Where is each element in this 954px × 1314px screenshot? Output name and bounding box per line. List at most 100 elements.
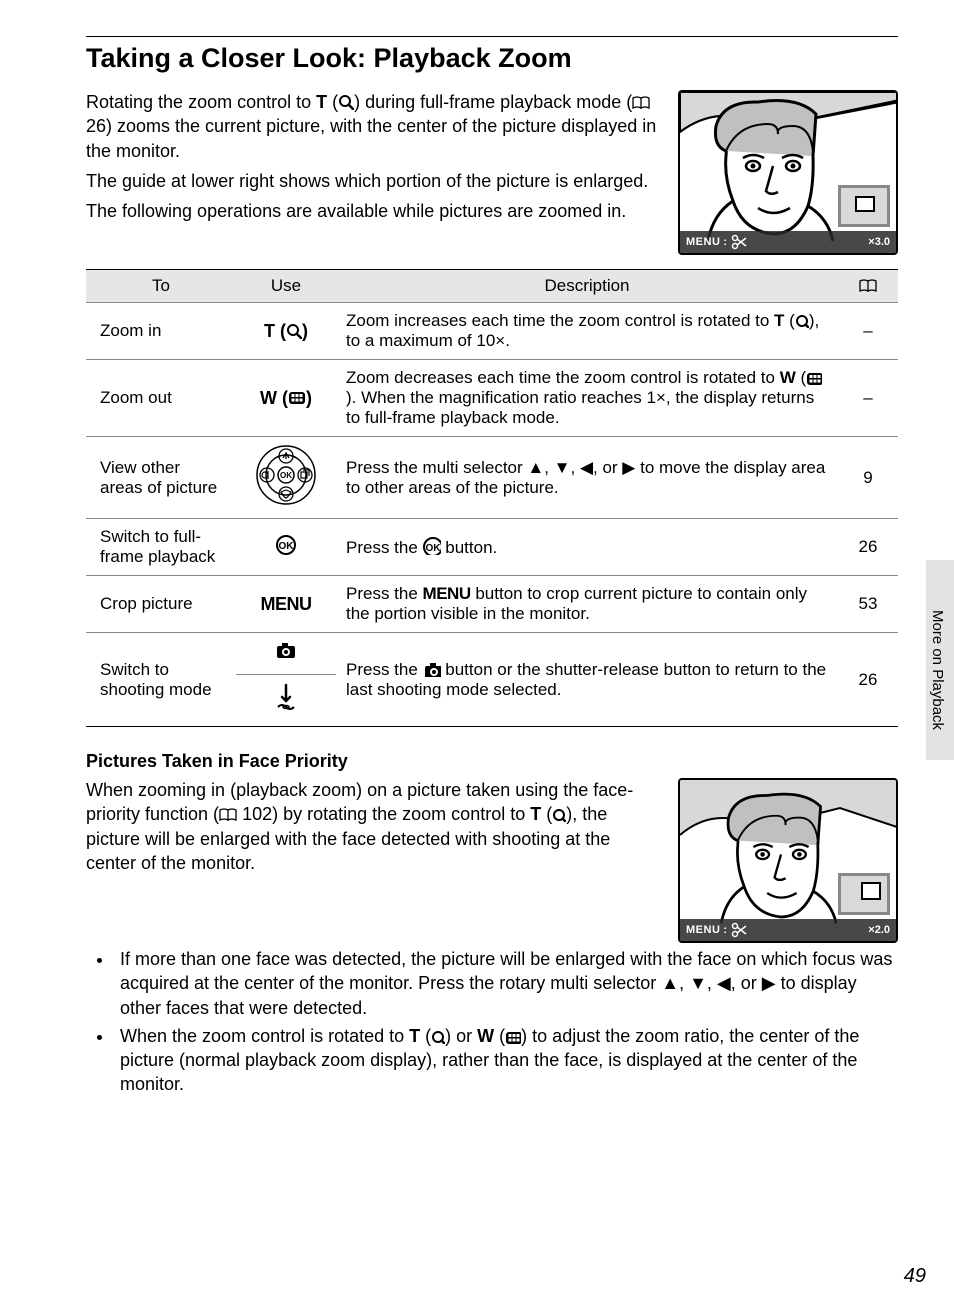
shutter-icon bbox=[276, 683, 296, 713]
cell-to: Switch to full-frame playback bbox=[86, 519, 236, 576]
menu-label: MENU bbox=[423, 584, 471, 603]
book-icon bbox=[632, 96, 650, 110]
intro-p3: The following operations are available w… bbox=[86, 199, 660, 223]
ok-icon bbox=[276, 535, 296, 555]
col-ref bbox=[838, 270, 898, 303]
navigator-viewport bbox=[861, 882, 881, 900]
table-row: View other areas of picture Press the mu… bbox=[86, 437, 898, 519]
magnifier-icon bbox=[552, 808, 566, 822]
cell-use bbox=[236, 633, 336, 727]
magnifier-icon bbox=[795, 314, 809, 328]
cell-ref: 9 bbox=[838, 437, 898, 519]
text: . When the magnification ratio reaches 1… bbox=[346, 388, 814, 427]
magnifier-icon bbox=[286, 323, 302, 339]
table-row: Zoom in T () Zoom increases each time th… bbox=[86, 303, 898, 360]
cell-desc: Press the button. bbox=[336, 519, 838, 576]
navigator-viewport bbox=[855, 196, 875, 212]
face-illustration bbox=[698, 96, 843, 251]
text: 102) by rotating the zoom control to bbox=[237, 804, 530, 824]
menu-label: MENU bbox=[261, 594, 312, 614]
bullet-list: If more than one face was detected, the … bbox=[86, 947, 898, 1097]
text: Press the bbox=[346, 660, 423, 679]
cell-to: Zoom in bbox=[86, 303, 236, 360]
t-label: T bbox=[409, 1026, 420, 1046]
text: or bbox=[451, 1026, 477, 1046]
w-label: W bbox=[260, 388, 277, 408]
multi-selector-icon bbox=[256, 445, 316, 505]
text: When the zoom control is rotated to bbox=[120, 1026, 409, 1046]
cell-use: T () bbox=[236, 303, 336, 360]
playback-preview-top: MENU: ×3.0 bbox=[678, 90, 898, 255]
thumbnail-icon bbox=[806, 371, 822, 385]
text: 26) zooms the current picture, with the … bbox=[86, 116, 656, 160]
text: Zoom increases each time the zoom contro… bbox=[346, 311, 774, 330]
preview-statusbar: MENU: ×2.0 bbox=[680, 919, 896, 941]
intro-p1: Rotating the zoom control to T () during… bbox=[86, 90, 660, 163]
face-illustration bbox=[712, 790, 845, 934]
cell-to: Crop picture bbox=[86, 576, 236, 633]
intro-section: Rotating the zoom control to T () during… bbox=[86, 90, 898, 255]
cell-desc: Zoom increases each time the zoom contro… bbox=[336, 303, 838, 360]
top-rule bbox=[86, 36, 898, 37]
scissors-icon bbox=[731, 922, 747, 938]
cell-ref: 26 bbox=[838, 633, 898, 727]
table-row: Zoom out W () Zoom decreases each time t… bbox=[86, 360, 898, 437]
intro-p2: The guide at lower right shows which por… bbox=[86, 169, 660, 193]
text: Press the bbox=[346, 584, 423, 603]
page-title: Taking a Closer Look: Playback Zoom bbox=[86, 43, 898, 74]
section-label: More on Playback bbox=[929, 610, 946, 730]
playback-preview-bottom: MENU: ×2.0 bbox=[678, 778, 898, 943]
cell-to: Switch to shooting mode bbox=[86, 633, 236, 727]
shutter-icon-cell bbox=[236, 675, 336, 726]
ok-icon bbox=[423, 537, 441, 555]
table-row: Switch to full-frame playback Press the … bbox=[86, 519, 898, 576]
cell-ref: 26 bbox=[838, 519, 898, 576]
subsection-block: When zooming in (playback zoom) on a pic… bbox=[86, 778, 898, 943]
page-number: 49 bbox=[904, 1265, 926, 1288]
text: Zoom decreases each time the zoom contro… bbox=[346, 368, 780, 387]
cell-use bbox=[236, 519, 336, 576]
cell-use: W () bbox=[236, 360, 336, 437]
t-label: T bbox=[774, 311, 784, 330]
cell-ref: 53 bbox=[838, 576, 898, 633]
text: Press the multi selector bbox=[346, 458, 527, 477]
magnifier-icon bbox=[431, 1030, 445, 1044]
cell-use bbox=[236, 437, 336, 519]
thumbnail-icon bbox=[505, 1030, 521, 1044]
t-label: T bbox=[264, 321, 275, 341]
arrow-icons: ▲, ▼, ◀, or ▶ bbox=[661, 973, 775, 993]
text: button. bbox=[441, 538, 498, 557]
col-desc: Description bbox=[336, 270, 838, 303]
cell-use: MENU bbox=[236, 576, 336, 633]
menu-crop-hint: MENU: bbox=[686, 922, 747, 938]
text: during full-frame playback mode ( bbox=[360, 92, 632, 112]
table-row: Crop picture MENU Press the MENU button … bbox=[86, 576, 898, 633]
text: Rotating the zoom control to bbox=[86, 92, 316, 112]
arrow-icons: ▲, ▼, ◀, or ▶ bbox=[527, 458, 635, 477]
camera-icon bbox=[423, 661, 441, 677]
zoom-ratio: ×3.0 bbox=[868, 236, 890, 248]
thumbnail-icon bbox=[288, 390, 306, 406]
camera-button-icon bbox=[236, 633, 336, 675]
table-row: Switch to shooting mode Press the button… bbox=[86, 633, 898, 727]
magnifier-icon bbox=[338, 94, 354, 110]
cell-desc: Press the MENU button to crop current pi… bbox=[336, 576, 838, 633]
camera-icon bbox=[275, 641, 297, 661]
text: Press the bbox=[346, 538, 423, 557]
book-icon bbox=[219, 808, 237, 822]
t-label: T bbox=[316, 92, 327, 112]
subsection-text: When zooming in (playback zoom) on a pic… bbox=[86, 778, 660, 875]
book-icon bbox=[859, 279, 877, 293]
list-item: When the zoom control is rotated to T ()… bbox=[114, 1024, 898, 1097]
navigator-box bbox=[838, 185, 890, 227]
scissors-icon bbox=[731, 234, 747, 250]
cell-desc: Press the button or the shutter-release … bbox=[336, 633, 838, 727]
menu-label: MENU bbox=[686, 923, 720, 938]
t-label: T bbox=[530, 804, 541, 824]
preview-statusbar: MENU: ×3.0 bbox=[680, 231, 896, 253]
cell-to: Zoom out bbox=[86, 360, 236, 437]
cell-to: View other areas of picture bbox=[86, 437, 236, 519]
navigator-box bbox=[838, 873, 890, 915]
cell-desc: Zoom decreases each time the zoom contro… bbox=[336, 360, 838, 437]
list-item: If more than one face was detected, the … bbox=[114, 947, 898, 1020]
